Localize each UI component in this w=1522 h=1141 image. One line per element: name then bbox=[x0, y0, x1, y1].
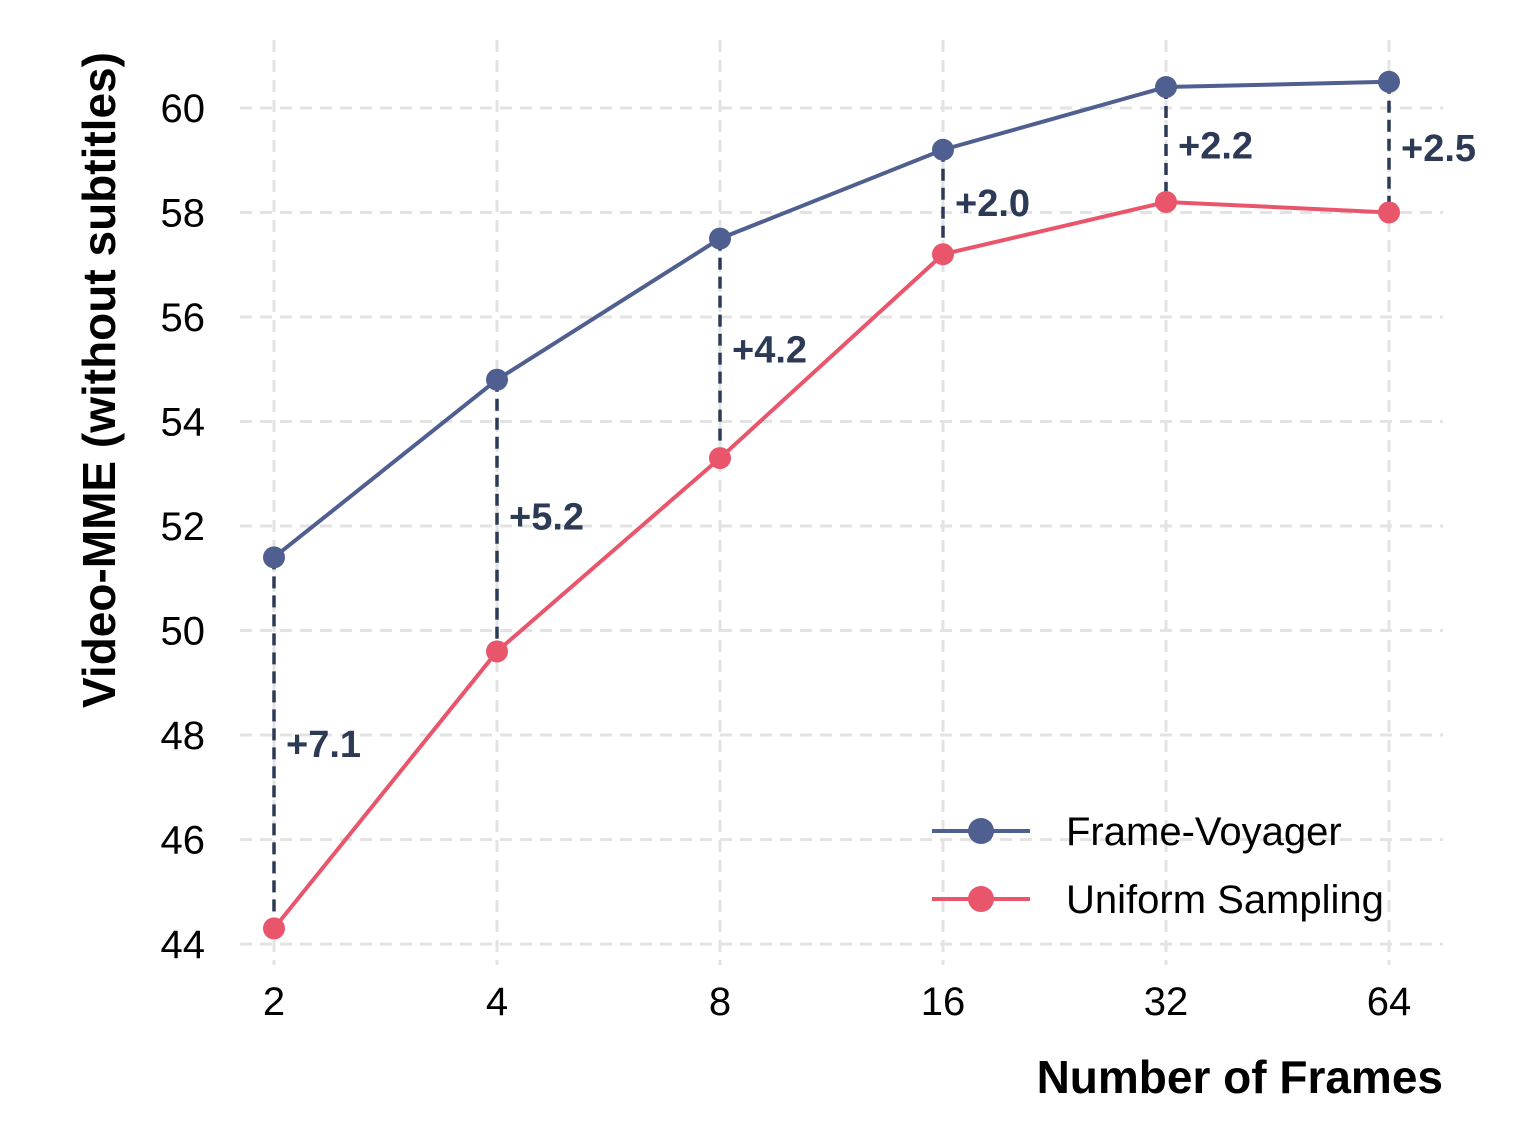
y-tick-labels: 44 46 48 50 52 54 56 58 60 bbox=[161, 87, 206, 967]
data-point bbox=[1378, 70, 1400, 93]
x-tick-labels: 2 4 8 16 32 64 bbox=[263, 980, 1411, 1024]
x-tick-label: 2 bbox=[263, 980, 285, 1024]
data-point bbox=[1155, 76, 1177, 99]
data-point bbox=[486, 368, 508, 391]
data-point bbox=[486, 640, 508, 663]
gap-label: +5.2 bbox=[509, 497, 584, 539]
x-tick-label: 64 bbox=[1367, 980, 1412, 1024]
data-point bbox=[709, 447, 731, 470]
y-tick-label: 60 bbox=[161, 87, 206, 131]
y-tick-label: 52 bbox=[161, 505, 206, 549]
y-tick-label: 48 bbox=[161, 714, 206, 758]
y-tick-label: 54 bbox=[161, 400, 206, 444]
y-tick-label: 58 bbox=[161, 191, 206, 235]
series-line bbox=[272, 79, 1390, 559]
gap-annotations: +7.1 +5.2 +4.2 +2.0 +2.2 +2.5 bbox=[272, 81, 1476, 929]
y-tick-label: 50 bbox=[161, 610, 206, 654]
series-line bbox=[272, 199, 1390, 930]
legend-label: Frame-Voyager bbox=[1066, 810, 1342, 854]
legend-label: Uniform Sampling bbox=[1066, 878, 1384, 922]
gap-label: +2.2 bbox=[1178, 126, 1253, 168]
y-axis-title: Video-MME (without subtitles) bbox=[73, 52, 125, 708]
y-tick-label: 46 bbox=[161, 819, 206, 863]
legend-marker bbox=[968, 886, 994, 912]
x-axis-title: Number of Frames bbox=[1037, 1051, 1443, 1103]
data-point bbox=[263, 917, 285, 940]
data-point bbox=[1155, 191, 1177, 214]
data-point bbox=[932, 243, 954, 266]
gap-label: +7.1 bbox=[286, 724, 361, 766]
x-tick-label: 4 bbox=[486, 980, 508, 1024]
y-tick-label: 44 bbox=[161, 923, 206, 967]
x-tick-label: 32 bbox=[1144, 980, 1189, 1024]
legend: Frame-Voyager Uniform Sampling bbox=[932, 810, 1384, 922]
gap-label: +2.5 bbox=[1401, 128, 1476, 170]
gap-label: +4.2 bbox=[732, 329, 807, 371]
data-point bbox=[932, 138, 954, 161]
gap-label: +2.0 bbox=[955, 183, 1030, 225]
x-tick-label: 16 bbox=[921, 980, 966, 1024]
x-tick-label: 8 bbox=[709, 980, 731, 1024]
data-point bbox=[709, 227, 731, 250]
data-point bbox=[263, 546, 285, 569]
data-point bbox=[1378, 201, 1400, 224]
y-tick-label: 56 bbox=[161, 296, 206, 340]
series-lines bbox=[263, 70, 1400, 940]
legend-marker bbox=[968, 818, 994, 844]
